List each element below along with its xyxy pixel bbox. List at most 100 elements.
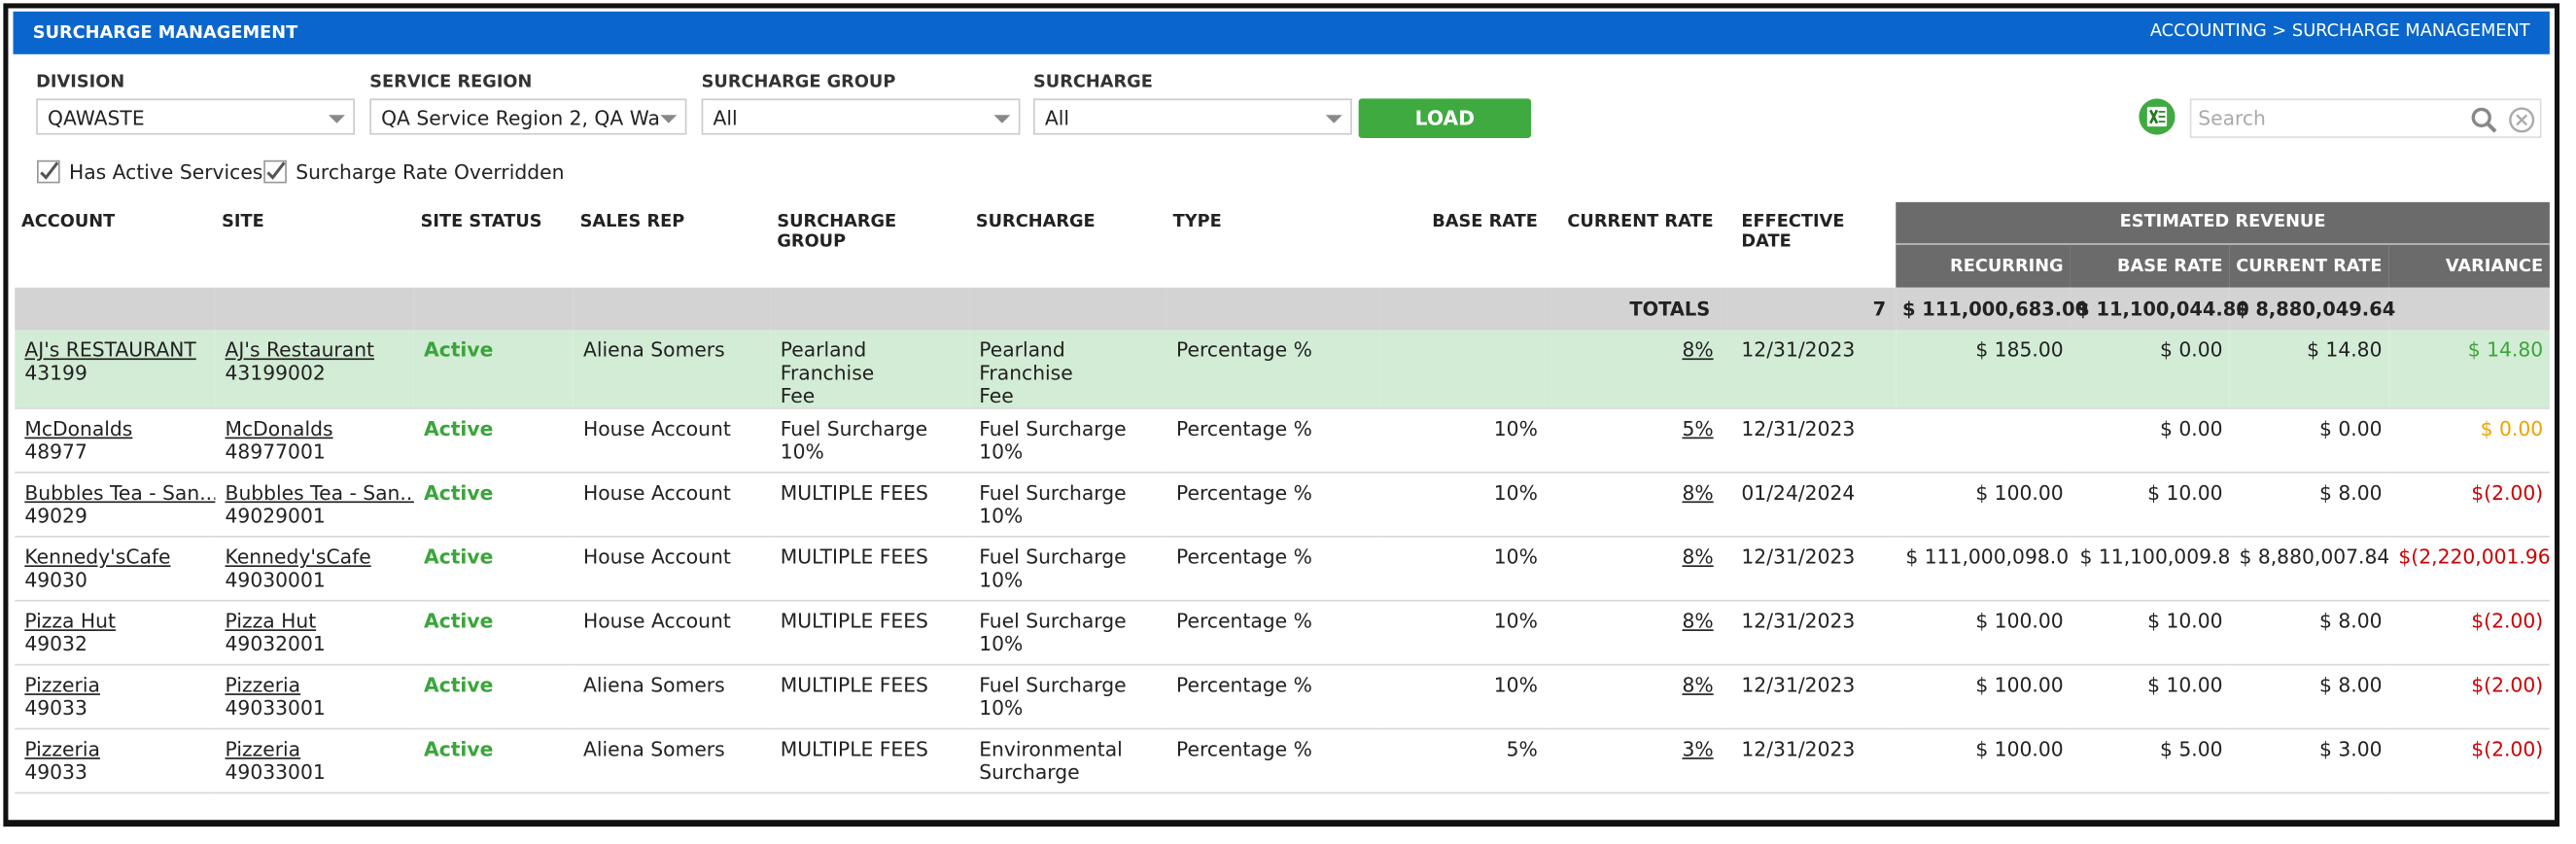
id: 49032001	[225, 632, 326, 656]
excel-export[interactable]	[2138, 97, 2177, 137]
dropdown-arrow	[1324, 113, 1344, 127]
column-header[interactable]: VARIANCE	[2388, 243, 2550, 288]
cell: 8%	[1544, 600, 1721, 666]
cell: 8%	[1544, 664, 1721, 730]
link[interactable]: Kennedy'sCafe	[225, 545, 371, 569]
cell: House Account	[573, 472, 771, 538]
totals-row: TOTALS 7 $ 111,000,683.00 $ 11,100,044.80 $ …	[15, 287, 2550, 331]
cell: MULTIPLE FEES	[770, 664, 970, 730]
cell	[413, 287, 574, 331]
cell	[1379, 330, 1545, 409]
id: 48977001	[225, 440, 326, 464]
link[interactable]: McDonalds	[225, 417, 333, 440]
cell	[215, 287, 414, 331]
dropdown[interactable]: All	[701, 98, 1021, 135]
rate-link[interactable]: 3%	[1682, 737, 1714, 761]
cell: House Account	[573, 407, 771, 474]
totals-value: $ 111,000,683.00	[1896, 287, 2088, 331]
dropdown[interactable]: All	[1033, 98, 1352, 135]
table-row[interactable]: Pizzeria 49033 Pizzeria 49033001 Active Alien…	[15, 664, 2550, 730]
search-box[interactable]: Search	[2189, 98, 2542, 138]
column-header[interactable]: SITE	[222, 212, 264, 232]
link[interactable]: Bubbles Tea - San...	[24, 481, 216, 505]
checkbox[interactable]: Surcharge Rate Overridden	[262, 159, 564, 186]
link[interactable]: Pizza Hut	[225, 609, 317, 633]
rate-link[interactable]: 8%	[1682, 481, 1714, 505]
link[interactable]: Pizzeria	[24, 673, 100, 697]
cell: Fuel Surcharge 10%	[770, 407, 970, 474]
cell: Kennedy'sCafe 49030	[15, 536, 216, 602]
totals-count: 7	[1720, 287, 1897, 331]
cell: MULTIPLE FEES	[770, 472, 970, 538]
id: 49033	[24, 760, 87, 785]
id: 43199002	[225, 361, 326, 385]
column-header[interactable]: CURRENT RATE	[1567, 212, 1714, 232]
column-header[interactable]: SALES REP	[579, 212, 685, 232]
cell: $ 8.00	[2229, 664, 2389, 730]
column-header[interactable]: SITE STATUS	[420, 212, 542, 232]
cell	[1379, 287, 1545, 331]
dropdown-value: QAWASTE	[48, 106, 145, 130]
column-header[interactable]: BASE RATE	[2070, 243, 2230, 288]
cell: Pearland Franchise Fee	[969, 330, 1166, 409]
link[interactable]: Pizzeria	[225, 673, 301, 697]
table-row[interactable]: Pizza Hut 49032 Pizza Hut 49032001 Active Hou…	[15, 600, 2550, 666]
cell: Percentage %	[1166, 664, 1380, 730]
cell: $ 100.00	[1896, 728, 2071, 794]
table-row[interactable]: Kennedy'sCafe 49030 Kennedy'sCafe 49030001 A…	[15, 536, 2550, 602]
link[interactable]: Pizzeria	[225, 737, 301, 761]
cell: $(2.00)	[2388, 728, 2550, 794]
breadcrumb[interactable]: ACCOUNTING > SURCHARGE MANAGEMENT	[2149, 20, 2530, 42]
column-header[interactable]: CURRENT RATE	[2229, 243, 2389, 288]
checkbox[interactable]: Has Active Services	[36, 159, 262, 186]
dropdown-arrow	[327, 113, 347, 127]
table-row[interactable]: Bubbles Tea - San... 49029 Bubbles Tea - S…	[15, 472, 2550, 538]
cell: MULTIPLE FEES	[770, 536, 970, 602]
column-header[interactable]: SURCHARGE GROUP	[777, 212, 897, 252]
rate-link[interactable]: 8%	[1682, 609, 1714, 633]
column-header[interactable]: BASE RATE	[1432, 212, 1538, 232]
checkbox-box[interactable]	[262, 159, 289, 186]
link[interactable]: McDonalds	[24, 417, 133, 440]
checkbox-box[interactable]	[36, 159, 62, 186]
cell: 12/31/2023	[1720, 728, 1897, 794]
dropdown-value: QA Service Region 2, QA Was	[381, 106, 671, 130]
filter-label: DIVISION	[36, 72, 125, 92]
clear-icon[interactable]	[2509, 107, 2535, 133]
cell	[969, 287, 1166, 331]
id: 49029	[24, 504, 87, 528]
rate-link[interactable]: 5%	[1682, 417, 1714, 440]
rate-link[interactable]: 8%	[1682, 338, 1714, 362]
column-header[interactable]: RECURRING	[1896, 243, 2071, 288]
load-button[interactable]: LOAD	[1358, 98, 1532, 138]
cell: $ 8,880,007.84	[2229, 536, 2389, 602]
dropdown[interactable]: QAWASTE	[36, 98, 356, 135]
cell: Percentage %	[1166, 472, 1380, 538]
search-placeholder: Search	[2198, 106, 2266, 130]
cell: Bubbles Tea - San... 49029	[15, 472, 216, 538]
id: 48977	[24, 440, 87, 464]
column-header[interactable]: ACCOUNT	[20, 212, 116, 232]
filter-label: SERVICE REGION	[369, 72, 533, 92]
rate-link[interactable]: 8%	[1682, 673, 1714, 697]
id: 49033	[24, 696, 87, 721]
link[interactable]: AJ's Restaurant	[225, 338, 375, 362]
link[interactable]: Pizza Hut	[24, 609, 116, 633]
column-header[interactable]: SURCHARGE	[975, 212, 1096, 232]
table-row[interactable]: Pizzeria 49033 Pizzeria 49033001 Active Alien…	[15, 728, 2550, 794]
link[interactable]: Pizzeria	[24, 737, 100, 761]
search-icon[interactable]	[2471, 107, 2497, 133]
cell: Pizza Hut 49032	[15, 600, 216, 666]
cell: Fuel Surcharge 10%	[969, 664, 1166, 730]
dropdown[interactable]: QA Service Region 2, QA Was	[369, 98, 687, 135]
link[interactable]: AJ's RESTAURANT	[24, 338, 196, 362]
table-row[interactable]: AJ's RESTAURANT 43199 AJ's Restaurant 43199…	[15, 330, 2550, 409]
cell: Percentage %	[1166, 728, 1380, 794]
link[interactable]: Kennedy'sCafe	[24, 545, 171, 569]
table-row[interactable]: McDonalds 48977 McDonalds 48977001 Active Hou…	[15, 407, 2550, 474]
rate-link[interactable]: 8%	[1682, 545, 1714, 569]
column-header[interactable]: TYPE	[1172, 212, 1222, 232]
link[interactable]: Bubbles Tea - San...	[225, 481, 414, 505]
cell: $ 3.00	[2229, 728, 2389, 794]
column-header[interactable]: EFFECTIVE DATE	[1741, 212, 1845, 252]
